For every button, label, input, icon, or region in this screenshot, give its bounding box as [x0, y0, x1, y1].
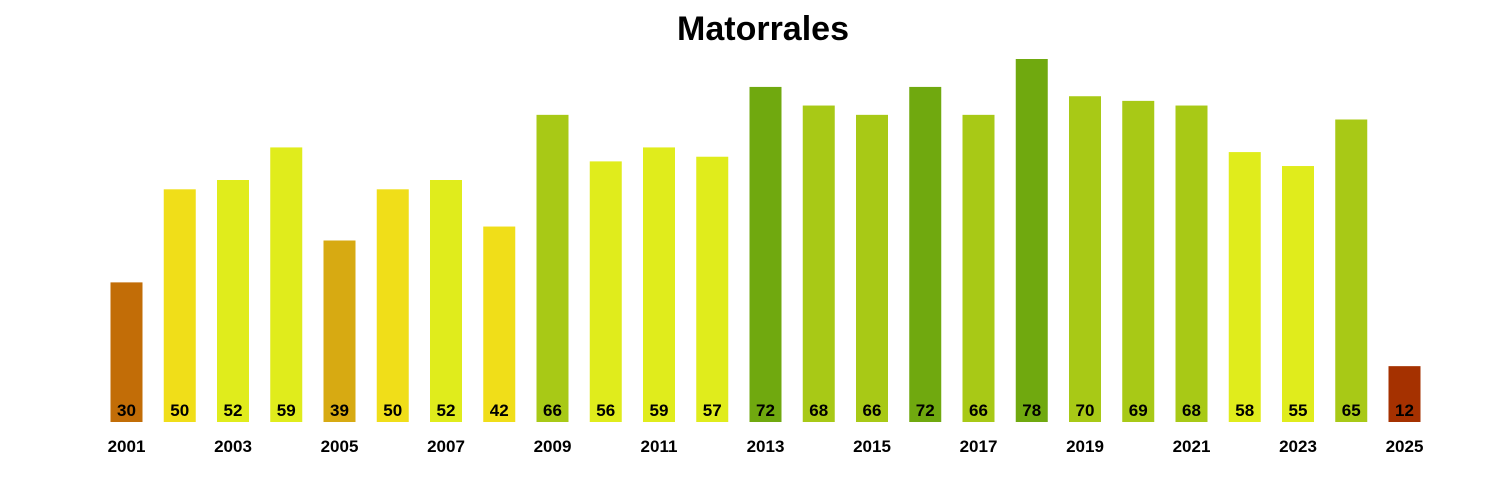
bar-2014 — [802, 105, 835, 422]
bar-value-label-2022: 58 — [1235, 401, 1254, 420]
x-tick-label-2009: 2009 — [534, 437, 572, 456]
bar-2019 — [1069, 96, 1101, 422]
bar-value-label-2020: 69 — [1129, 401, 1148, 420]
bars-group — [110, 59, 1421, 423]
x-tick-label-2001: 2001 — [108, 437, 146, 456]
bar-labels-group: 30 50 52 59 39 50 52 42 66 56 59 57 72 68 66 72 66 78 70 69… — [117, 401, 1414, 420]
bar-2012 — [696, 156, 729, 423]
x-tick-label-2015: 2015 — [853, 437, 891, 456]
bar-2003 — [217, 180, 249, 422]
x-tick-label-2017: 2017 — [960, 437, 998, 456]
bar-value-label-2017: 66 — [969, 401, 988, 420]
bar-2004 — [270, 147, 303, 423]
bar-value-label-2014: 68 — [809, 401, 828, 420]
x-tick-label-2003: 2003 — [214, 437, 252, 456]
bar-2002 — [163, 189, 196, 422]
bar-value-label-2012: 57 — [703, 401, 722, 420]
bar-value-label-2013: 72 — [756, 401, 775, 420]
bar-value-label-2002: 50 — [170, 401, 189, 420]
bar-value-label-2007: 52 — [437, 401, 456, 420]
bar-value-label-2008: 42 — [490, 401, 509, 420]
bar-value-label-2004: 59 — [277, 401, 296, 420]
x-tick-label-2013: 2013 — [747, 437, 785, 456]
x-tick-label-2011: 2011 — [641, 437, 678, 456]
x-tick-label-2025: 2025 — [1386, 437, 1424, 456]
bar-2016 — [909, 86, 942, 423]
chart-title: Matorrales — [677, 10, 849, 48]
bar-2013 — [749, 86, 782, 423]
bar-value-label-2023: 55 — [1289, 401, 1308, 420]
bar-value-label-2015: 66 — [863, 401, 882, 420]
bar-2022 — [1228, 152, 1261, 422]
bar-2018 — [1015, 59, 1048, 422]
bar-value-label-2016: 72 — [916, 401, 935, 420]
bar-2009 — [536, 114, 569, 422]
x-tick-label-2021: 2021 — [1173, 437, 1211, 456]
bar-value-label-2001: 30 — [117, 401, 136, 420]
bar-2025 — [1388, 366, 1421, 422]
bar-2011 — [643, 147, 675, 423]
bar-value-label-2025: 12 — [1395, 401, 1414, 420]
bar-2017 — [962, 114, 995, 422]
bar-2024 — [1335, 119, 1368, 422]
bar-2008 — [483, 226, 516, 422]
bar-2020 — [1122, 100, 1155, 422]
bar-value-label-2021: 68 — [1182, 401, 1201, 420]
bar-value-label-2003: 52 — [224, 401, 243, 420]
bar-2023 — [1282, 166, 1314, 422]
bar-value-label-2011: 59 — [650, 401, 669, 420]
x-tick-label-2019: 2019 — [1066, 437, 1104, 456]
bar-value-label-2006: 50 — [383, 401, 402, 420]
bar-value-label-2019: 70 — [1076, 401, 1095, 420]
bar-value-label-2010: 56 — [596, 401, 615, 420]
bar-value-label-2024: 65 — [1342, 401, 1361, 420]
bar-2021 — [1175, 105, 1208, 422]
bar-2010 — [589, 161, 622, 422]
bar-2006 — [376, 189, 409, 422]
bar-2001 — [110, 282, 143, 422]
bar-2007 — [430, 180, 462, 422]
bar-value-label-2018: 78 — [1022, 401, 1041, 420]
x-tick-label-2005: 2005 — [321, 437, 359, 456]
bar-value-label-2009: 66 — [543, 401, 562, 420]
bar-value-label-2005: 39 — [330, 401, 349, 420]
x-tick-label-2007: 2007 — [427, 437, 465, 456]
x-tick-label-2023: 2023 — [1279, 437, 1317, 456]
bar-2005 — [323, 240, 356, 422]
bar-2015 — [856, 114, 888, 422]
x-axis-tick-labels: 2001 2003 2005 2007 2009 2011 2013 2015 2017 2019… — [108, 437, 1424, 456]
